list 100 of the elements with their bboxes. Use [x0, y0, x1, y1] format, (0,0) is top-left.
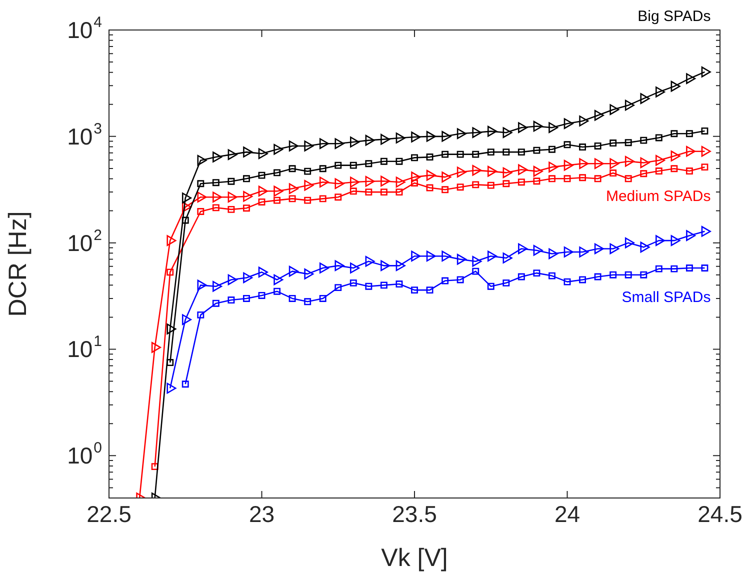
point	[456, 128, 466, 140]
point	[288, 165, 296, 172]
point	[579, 246, 589, 258]
point	[380, 282, 388, 289]
point	[640, 242, 650, 253]
point	[304, 180, 314, 191]
point	[502, 279, 510, 286]
point	[334, 178, 344, 190]
point	[624, 139, 632, 146]
point	[258, 266, 268, 278]
point	[456, 184, 464, 191]
point	[258, 172, 266, 179]
point	[701, 66, 711, 78]
point	[518, 164, 528, 176]
point	[533, 166, 543, 177]
point	[472, 268, 480, 275]
point	[610, 170, 617, 176]
point	[166, 359, 174, 366]
point	[182, 216, 189, 224]
point	[502, 252, 512, 264]
point	[564, 175, 571, 182]
y-axis-title: DCR [Hz]	[4, 211, 32, 317]
point	[487, 282, 494, 290]
point	[380, 188, 388, 196]
point	[212, 192, 222, 203]
point	[564, 118, 574, 129]
point	[579, 174, 586, 182]
point	[365, 282, 372, 290]
point	[258, 148, 268, 160]
point	[243, 191, 253, 202]
point	[365, 256, 375, 267]
point	[288, 195, 296, 202]
point	[686, 168, 693, 174]
point	[426, 184, 434, 192]
point	[396, 132, 406, 144]
point	[442, 150, 449, 158]
point	[624, 156, 634, 167]
point	[670, 265, 678, 272]
point	[655, 134, 662, 142]
point	[456, 150, 464, 158]
point	[197, 192, 207, 203]
point	[334, 260, 344, 272]
point	[518, 273, 525, 280]
point	[396, 158, 403, 165]
point	[350, 262, 360, 274]
point	[640, 93, 650, 104]
point	[442, 186, 449, 194]
point	[334, 162, 342, 169]
point	[594, 273, 602, 280]
point	[533, 270, 540, 277]
point	[686, 73, 696, 84]
point	[274, 169, 281, 176]
point	[487, 148, 494, 156]
point	[640, 136, 648, 144]
point	[274, 196, 281, 204]
point	[166, 235, 176, 246]
point	[548, 146, 556, 153]
point	[182, 192, 192, 204]
point	[242, 175, 250, 182]
point	[579, 276, 586, 284]
point	[243, 272, 253, 284]
point	[686, 146, 696, 157]
point	[288, 266, 298, 277]
point	[426, 170, 436, 181]
point	[197, 180, 204, 188]
point	[197, 280, 207, 291]
point	[228, 274, 238, 286]
point	[472, 256, 482, 267]
point	[274, 144, 284, 155]
point	[243, 146, 253, 158]
point	[396, 260, 406, 272]
point	[610, 158, 620, 170]
point	[624, 100, 634, 111]
point	[502, 148, 510, 156]
point	[212, 280, 222, 292]
point	[212, 300, 220, 307]
x-tick-label: 22.5	[86, 501, 132, 528]
point	[228, 206, 235, 213]
point	[472, 127, 482, 138]
point	[274, 274, 284, 286]
point	[228, 149, 238, 160]
point	[564, 141, 571, 148]
point	[640, 157, 650, 168]
point	[258, 198, 266, 206]
point	[350, 176, 360, 188]
point	[533, 244, 543, 256]
point	[610, 104, 620, 116]
point	[350, 188, 357, 195]
point	[166, 382, 176, 394]
point	[656, 235, 666, 246]
point	[242, 294, 250, 302]
point	[228, 192, 238, 203]
point	[365, 188, 372, 196]
point	[380, 176, 390, 187]
point	[442, 172, 452, 182]
point	[594, 175, 602, 182]
point	[656, 86, 666, 98]
point	[656, 154, 666, 166]
point	[594, 158, 604, 170]
point	[182, 202, 192, 212]
